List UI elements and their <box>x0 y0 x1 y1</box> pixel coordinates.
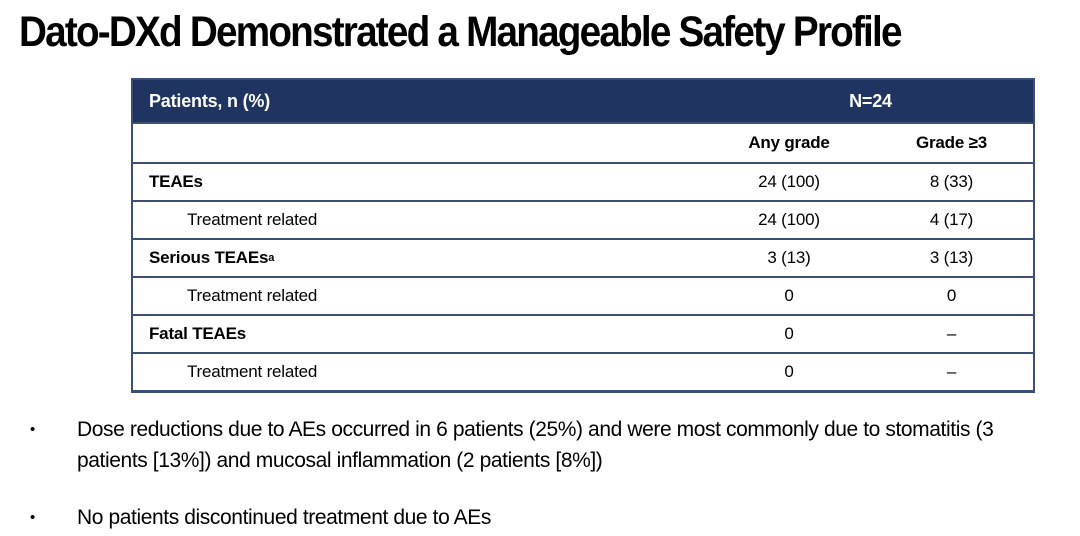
row-label: TEAEs <box>149 172 203 191</box>
cell-grade-ge3: – <box>946 362 957 381</box>
bullet-item: • Dose reductions due to AEs occurred in… <box>30 414 1035 476</box>
cell-any-grade: 24 (100) <box>758 172 820 191</box>
cell-any-grade: 24 (100) <box>758 210 820 229</box>
row-label: Serious TEAEs a <box>149 248 275 267</box>
bullet-text: Dose reductions due to AEs occurred in 6… <box>77 418 994 472</box>
table-row-fatal-treatment-related: Treatment related 0 – <box>133 352 1033 390</box>
page-title: Dato-DXd Demonstrated a Manageable Safet… <box>19 8 902 56</box>
safety-table: Patients, n (%) N=24 Any grade Grade ≥3 … <box>131 78 1035 393</box>
cell-grade-ge3: 8 (33) <box>929 172 974 191</box>
row-label-text: Serious TEAEs <box>149 248 269 267</box>
table-row-serious-treatment-related: Treatment related 0 0 <box>133 276 1033 314</box>
bullet-list: • Dose reductions due to AEs occurred in… <box>30 414 1035 536</box>
cell-grade-ge3: – <box>946 324 957 343</box>
bullet-dot: • <box>30 421 36 438</box>
cell-grade-ge3: 3 (13) <box>929 248 974 267</box>
cell-grade-ge3: 0 <box>946 286 957 305</box>
column-header-any-grade: Any grade <box>748 133 830 152</box>
cell-any-grade: 0 <box>784 286 794 305</box>
row-label: Fatal TEAEs <box>149 324 246 343</box>
bullet-text: No patients discontinued treatment due t… <box>77 506 491 529</box>
column-header-row: Any grade Grade ≥3 <box>133 122 1033 162</box>
bullet-item: • No patients discontinued treatment due… <box>30 502 1035 533</box>
table-row-teaes-treatment-related: Treatment related 24 (100) 4 (17) <box>133 200 1033 238</box>
row-label: Treatment related <box>187 286 318 305</box>
column-header-grade-ge3: Grade ≥3 <box>915 133 988 152</box>
patients-header-cell: Patients, n (%) <box>149 90 271 111</box>
row-label: Treatment related <box>187 362 318 381</box>
bullet-dot: • <box>30 509 36 526</box>
cell-any-grade: 3 (13) <box>767 248 811 267</box>
table-row-serious-teaes: Serious TEAEs a 3 (13) 3 (13) <box>133 238 1033 276</box>
cell-any-grade: 0 <box>784 362 794 381</box>
table-header-row: Patients, n (%) N=24 <box>133 80 1033 122</box>
table-row-fatal-teaes: Fatal TEAEs 0 – <box>133 314 1033 352</box>
table-row-teaes: TEAEs 24 (100) 8 (33) <box>133 162 1033 200</box>
empty-header-cell <box>133 124 708 162</box>
row-label: Treatment related <box>187 210 318 229</box>
n-header-cell: N=24 <box>849 90 892 111</box>
cell-grade-ge3: 4 (17) <box>929 210 974 229</box>
cell-any-grade: 0 <box>784 324 794 343</box>
